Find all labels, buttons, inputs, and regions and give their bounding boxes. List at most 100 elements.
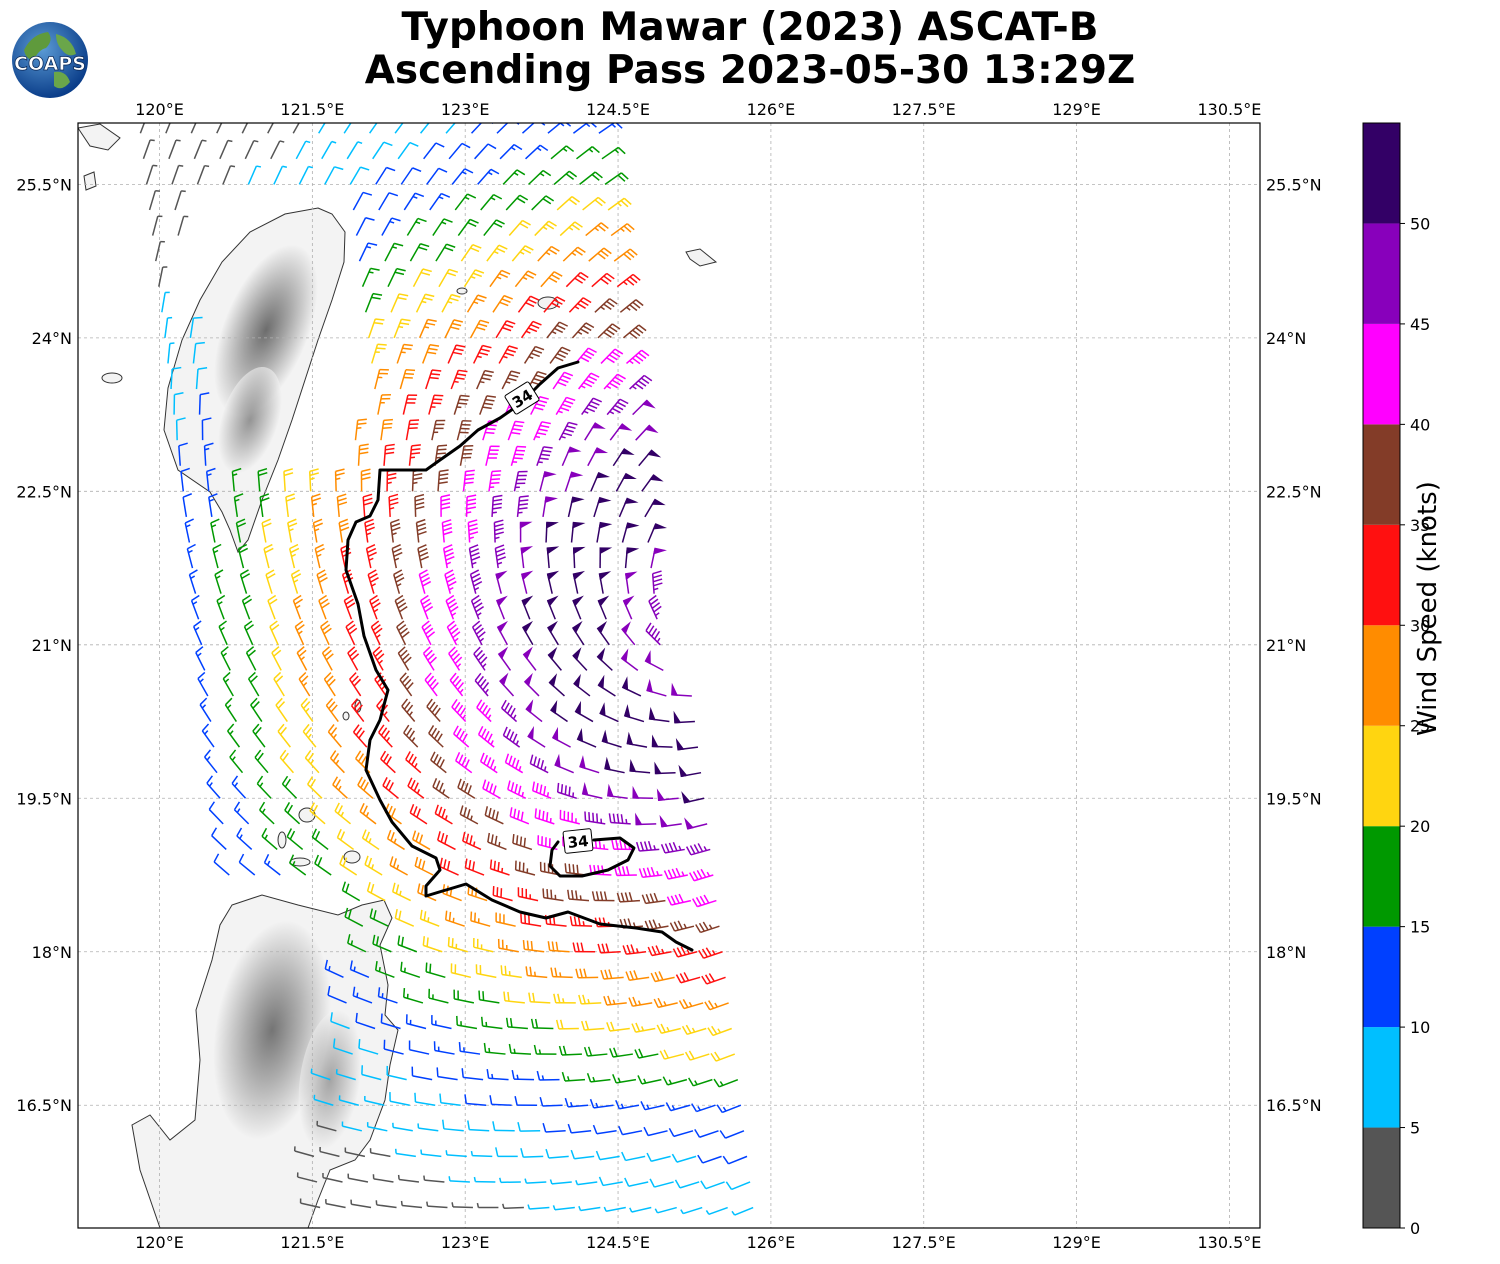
wind-barb [516,495,529,517]
wind-barb [446,620,461,646]
wind-barb [601,729,622,748]
lon-tick-top: 129°E [1052,100,1101,119]
lat-tick-left: 24°N [32,329,72,348]
wind-barb [173,392,184,415]
wind-barb [354,418,367,441]
wind-barb [252,723,266,748]
wind-barb [391,544,403,569]
wind-barb [572,647,588,671]
wind-barb [450,369,468,390]
wind-barb [467,519,479,543]
lat-tick-right: 24°N [1266,329,1306,348]
wind-barb [436,1067,458,1081]
wind-barb [396,343,413,364]
wind-barb [601,146,626,160]
wind-barb [454,193,477,211]
wind-barb [437,469,449,492]
wind-barb [675,972,701,984]
wind-barb [650,971,675,983]
wind-barb [477,168,500,185]
wind-barb [489,269,511,288]
wind-barb [352,724,368,748]
wind-barb [654,1206,677,1214]
wind-barb [428,988,449,1004]
wind-barb [520,546,534,569]
wind-barb [513,470,528,492]
wind-barb [378,724,393,748]
wind-barb [405,1014,427,1030]
wind-barb [261,827,278,851]
wind-barb [678,998,704,1010]
wind-barb [213,853,230,876]
wind-barb [564,471,584,492]
wind-barb [414,1092,436,1106]
wind-barb [383,443,395,466]
colorbar-tick: 10 [1410,1018,1430,1037]
wind-barb [392,1122,413,1132]
wind-barb [493,519,504,543]
wind-barb [567,496,585,518]
lat-tick-right: 22.5°N [1266,482,1322,501]
wind-barb [347,934,367,953]
wind-barb [448,1176,470,1183]
colorbar-tick: 30 [1410,616,1430,635]
wind-barb [361,267,380,288]
wind-barb [453,725,470,748]
wind-barb [561,446,582,467]
wind-barb [710,1051,736,1062]
wind-barb [558,421,578,441]
wind-barb [275,697,288,722]
wind-barb [691,1103,716,1113]
wind-barb [586,1072,611,1083]
wind-barb [534,808,555,825]
wind-barb [357,776,374,799]
wind-barb [334,802,352,825]
wind-barb [559,809,580,825]
wind-barb [372,1174,394,1183]
lat-tick-left: 16.5°N [16,1096,72,1115]
wind-barb [319,1146,340,1158]
wind-barb [270,140,285,160]
wind-barb [310,1068,331,1081]
wind-barb [386,1065,407,1081]
wind-barb [236,827,253,850]
lat-tick-left: 21°N [32,636,72,655]
wind-barb [418,569,432,594]
land-layer [78,123,718,1228]
wind-barb [393,569,405,594]
wind-barb [285,493,296,518]
wind-barb [349,166,370,185]
wind-barb [553,170,578,185]
wind-barb [697,1154,722,1164]
wind-barb [286,828,304,851]
wind-barb [216,123,223,134]
wind-barb [386,468,397,492]
wind-barb [442,1119,464,1132]
wind-barb [327,724,342,748]
wind-barb [497,938,519,953]
wind-barb [567,889,590,902]
wind-barb [701,973,726,985]
wind-barb [218,620,228,646]
wind-barb [186,543,196,569]
wind-barb [382,777,399,799]
wind-barb [238,853,256,876]
wind-barb [476,369,494,390]
wind-barb [456,420,472,441]
wind-barb [203,442,214,466]
wind-barb [307,776,323,799]
wind-barb [208,801,224,825]
wind-barb [375,166,396,185]
wind-barb [722,1155,748,1165]
wind-barb [457,778,476,799]
wind-barb [598,1176,623,1187]
wind-barb [235,518,247,543]
wind-barb [212,543,222,569]
wind-barb [620,648,639,671]
wind-barb [555,1019,579,1030]
wind-barb [399,672,414,697]
wind-barb [606,398,629,416]
wind-barb [478,990,500,1004]
wind-barb [298,671,311,697]
globe-logo-icon: COAPS [12,22,88,98]
